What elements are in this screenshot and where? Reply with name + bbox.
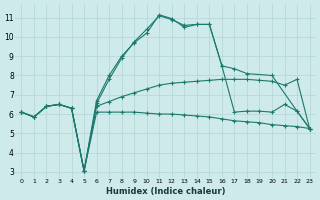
X-axis label: Humidex (Indice chaleur): Humidex (Indice chaleur): [106, 187, 225, 196]
